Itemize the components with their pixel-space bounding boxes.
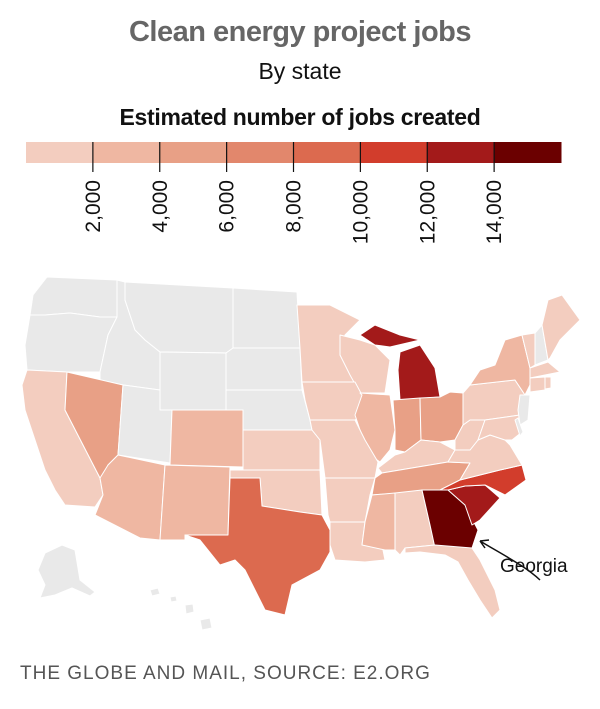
state-ak — [37, 544, 96, 599]
state-wa — [29, 276, 118, 318]
legend-title: Estimated number of jobs created — [119, 104, 481, 130]
legend-tick-label: 12,000 — [416, 180, 439, 244]
legend-swatch — [293, 142, 361, 163]
legend-swatch — [159, 142, 228, 163]
state-ct — [529, 376, 546, 393]
state-nj — [517, 394, 531, 426]
legend-tick-label: 14,000 — [483, 180, 506, 244]
state-tx — [184, 477, 331, 616]
state-ma — [529, 361, 561, 379]
legend-swatch — [494, 142, 562, 163]
state-ri — [544, 376, 552, 390]
legend-tick-label: 10,000 — [349, 180, 372, 244]
state-oh — [419, 391, 464, 443]
legend-tick-label: 6,000 — [216, 180, 239, 233]
legend-swatch — [226, 142, 294, 163]
georgia-label: Georgia — [500, 556, 568, 577]
legend-swatch — [26, 142, 94, 163]
legend-swatch — [92, 142, 161, 163]
state-sd — [225, 347, 303, 391]
state-hi — [149, 587, 213, 631]
legend-tick-label: 8,000 — [283, 180, 306, 233]
source-credit: THE GLOBE AND MAIL, SOURCE: E2.ORG — [20, 663, 431, 684]
state-nm — [159, 464, 231, 541]
state-me — [541, 294, 581, 361]
states-layer — [21, 276, 581, 631]
state-de — [514, 417, 524, 437]
state-fl — [404, 544, 501, 619]
legend-tick-label: 4,000 — [149, 180, 172, 233]
chart-subtitle: By state — [258, 58, 342, 84]
legend-swatch — [427, 142, 495, 163]
color-legend: 2,000 4,000 6,000 8,000 10,000 12,000 14,000 — [26, 142, 562, 244]
state-ks — [242, 429, 321, 471]
state-co — [169, 409, 244, 468]
callout-arrow — [479, 539, 541, 581]
legend-tick-label: 2,000 — [82, 180, 105, 233]
state-nd — [232, 287, 301, 349]
legend-swatch — [360, 142, 428, 163]
state-wi — [339, 334, 391, 394]
chart-title: Clean energy project jobs — [128, 16, 472, 48]
state-wy — [159, 351, 227, 411]
